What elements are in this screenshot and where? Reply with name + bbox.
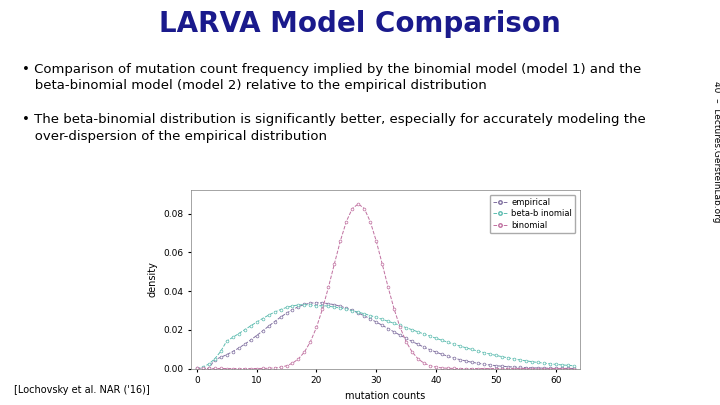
X-axis label: mutation counts: mutation counts [345,391,426,401]
Text: beta-binomial model (model 2) relative to the empirical distribution: beta-binomial model (model 2) relative t… [22,79,486,92]
Text: • Comparison of mutation count frequency implied by the binomial model (model 1): • Comparison of mutation count frequency… [22,63,641,76]
Y-axis label: density: density [148,262,158,297]
Text: LARVA Model Comparison: LARVA Model Comparison [159,10,561,38]
Text: • The beta-binomial distribution is significantly better, especially for accurat: • The beta-binomial distribution is sign… [22,113,645,126]
Text: 40  –  Lectures.GersteinLab.org: 40 – Lectures.GersteinLab.org [712,81,720,223]
Legend: empirical, beta-b inomial, binomial: empirical, beta-b inomial, binomial [490,194,575,233]
Text: [Lochovsky et al. NAR ('16)]: [Lochovsky et al. NAR ('16)] [14,385,150,395]
Text: over-dispersion of the empirical distribution: over-dispersion of the empirical distrib… [22,130,327,143]
